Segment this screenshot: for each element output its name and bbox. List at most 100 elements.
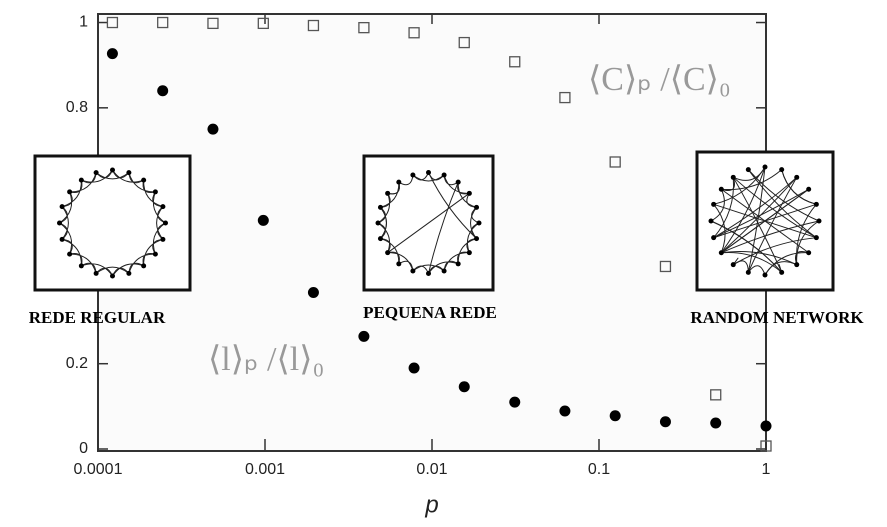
network-node [745, 167, 751, 173]
network-node [152, 189, 158, 195]
data-point [358, 21, 370, 34]
series-annotation: ⟨C⟩ₚ /⟨C⟩₀ [588, 61, 731, 98]
network-edge [143, 238, 164, 266]
data-point [659, 260, 672, 273]
x-tick-label: 0.01 [416, 461, 447, 478]
inset-label: PEQUENA REDE [363, 303, 497, 322]
data-point [559, 91, 571, 104]
x-axis-label: p [424, 491, 438, 518]
network-edge [428, 261, 459, 274]
network-edge [112, 169, 144, 183]
network-edge [732, 176, 817, 239]
network-node [426, 271, 431, 276]
network-node [474, 236, 480, 242]
network-edge [457, 238, 477, 264]
data-point [358, 330, 370, 342]
network-edge [764, 261, 797, 276]
network-node [730, 174, 736, 180]
network-edge [721, 169, 783, 191]
network-edge [747, 169, 817, 239]
network-node [476, 220, 482, 226]
inset-label: REDE REGULAR [29, 308, 166, 327]
network-edge [713, 203, 726, 253]
network-node [163, 220, 168, 226]
data-point [458, 36, 470, 49]
network-edge [95, 266, 130, 274]
x-tick-label: 1 [762, 461, 771, 478]
data-point [157, 85, 169, 97]
network-edge [69, 172, 97, 193]
data-point [106, 16, 119, 29]
network-edge [721, 220, 820, 254]
network-edge [710, 189, 725, 222]
network-edge [713, 188, 809, 239]
network-edge [81, 169, 113, 183]
network-edge [59, 191, 73, 224]
network-node [455, 261, 461, 267]
network-edge [713, 177, 735, 239]
network-node [152, 251, 158, 257]
insets [33, 150, 835, 292]
network-node [59, 204, 65, 210]
network-node [745, 269, 751, 275]
data-point [609, 156, 621, 168]
network-node [474, 204, 480, 210]
network-edge [59, 222, 73, 255]
network-node [93, 270, 99, 276]
y-tick-label: 0 [79, 440, 88, 457]
data-point [659, 416, 671, 428]
network-node [78, 263, 84, 269]
network-node [441, 268, 447, 274]
data-point [760, 440, 772, 452]
inset-label: RANDOM NETWORK [690, 308, 864, 327]
network-edge [713, 203, 817, 239]
network-edge [128, 253, 156, 274]
network-node [730, 262, 736, 268]
network-edge [380, 182, 400, 208]
network-node [57, 220, 62, 226]
network-node [455, 179, 461, 185]
network-node [110, 273, 115, 279]
data-point [207, 17, 219, 30]
network-node [426, 170, 431, 175]
network-edge [377, 193, 391, 224]
data-point [257, 17, 269, 30]
network-node [806, 250, 812, 256]
network-node [396, 261, 402, 267]
network-node [813, 235, 819, 241]
network-node [141, 263, 147, 269]
network-edge [387, 192, 470, 254]
x-tick-label: 0.001 [245, 461, 285, 478]
network-edge [747, 166, 766, 273]
network-node [375, 220, 381, 226]
network-edge [95, 172, 130, 180]
network-node [708, 218, 714, 224]
network-edge [387, 252, 414, 272]
network-edge [466, 222, 480, 253]
network-edge [710, 220, 783, 273]
network-node [466, 250, 472, 256]
network-node [779, 269, 785, 275]
network-node [385, 250, 391, 256]
network-node [718, 186, 724, 192]
network-node [794, 262, 800, 268]
data-point [509, 56, 521, 68]
network-node [806, 186, 812, 192]
network-edge [443, 252, 470, 272]
network-node [410, 268, 416, 274]
y-tick-label: 0.8 [66, 99, 88, 116]
data-point [307, 286, 319, 298]
network-node [110, 167, 115, 173]
network-node [711, 201, 717, 207]
network-edge [143, 180, 164, 208]
network-node [762, 164, 768, 170]
network-edge [733, 166, 766, 181]
network-node [160, 236, 166, 242]
network-node [377, 204, 383, 210]
network-node [396, 179, 402, 185]
network-node [816, 218, 822, 224]
network-node [141, 177, 147, 183]
network-edge [152, 191, 166, 224]
network-node [718, 250, 724, 256]
